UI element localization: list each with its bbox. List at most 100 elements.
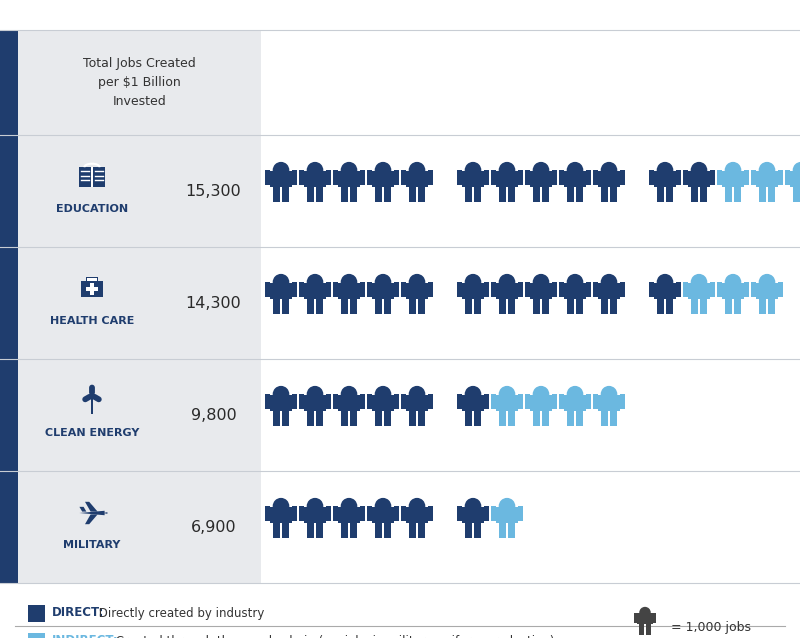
Circle shape	[409, 162, 426, 179]
Circle shape	[465, 274, 482, 290]
Bar	[316, 187, 323, 202]
Circle shape	[306, 274, 323, 290]
Bar	[371, 395, 394, 411]
Bar	[677, 282, 681, 297]
Bar	[270, 395, 293, 411]
Bar	[790, 171, 800, 187]
Bar	[498, 187, 506, 202]
Text: INDIRECT:: INDIRECT:	[52, 635, 118, 638]
Bar	[491, 170, 495, 185]
Bar	[576, 299, 583, 315]
Bar	[93, 167, 105, 187]
Text: EDUCATION: EDUCATION	[56, 204, 128, 214]
Bar	[563, 171, 586, 187]
Bar	[734, 299, 742, 315]
Bar	[406, 283, 429, 299]
Circle shape	[465, 162, 482, 179]
Bar	[374, 411, 382, 426]
Bar	[758, 187, 766, 202]
Bar	[654, 171, 677, 187]
Bar	[533, 411, 540, 426]
Bar	[465, 411, 472, 426]
Bar	[457, 170, 462, 185]
Bar	[563, 395, 586, 411]
Circle shape	[533, 162, 550, 179]
Bar	[525, 394, 530, 409]
Bar	[634, 612, 637, 623]
Bar	[498, 523, 506, 538]
Bar	[498, 411, 506, 426]
Bar	[293, 394, 297, 409]
Bar	[485, 282, 489, 297]
Bar	[86, 287, 98, 291]
Bar	[367, 506, 371, 521]
Bar	[374, 299, 382, 315]
Bar	[341, 299, 348, 315]
Bar	[333, 170, 338, 185]
Bar	[559, 394, 563, 409]
Circle shape	[341, 274, 358, 290]
Bar	[282, 299, 290, 315]
Bar	[649, 282, 654, 297]
Bar	[653, 612, 656, 623]
Bar	[722, 283, 745, 299]
Bar	[690, 187, 698, 202]
Bar	[462, 507, 485, 523]
Circle shape	[566, 274, 583, 290]
Bar	[0, 30, 18, 583]
Circle shape	[409, 498, 426, 514]
Bar	[316, 523, 323, 538]
Bar	[326, 394, 331, 409]
Bar	[361, 506, 365, 521]
Bar	[474, 187, 482, 202]
Bar	[333, 394, 338, 409]
Bar	[677, 170, 681, 185]
Bar	[394, 282, 399, 297]
Circle shape	[341, 162, 358, 179]
Circle shape	[533, 386, 550, 403]
Bar	[586, 282, 591, 297]
Bar	[384, 411, 391, 426]
Bar	[649, 170, 654, 185]
Circle shape	[341, 498, 358, 514]
Bar	[293, 282, 297, 297]
Bar	[341, 523, 348, 538]
Bar	[657, 187, 664, 202]
Bar	[778, 282, 783, 297]
Bar	[273, 187, 280, 202]
Text: Created through the supply chain (ex. jobs in military uniform production): Created through the supply chain (ex. jo…	[112, 635, 554, 638]
Bar	[639, 624, 644, 635]
Bar	[293, 506, 297, 521]
Bar	[745, 282, 749, 297]
Circle shape	[374, 386, 391, 403]
Bar	[533, 187, 540, 202]
Bar	[303, 395, 326, 411]
Bar	[593, 170, 598, 185]
Bar	[350, 187, 358, 202]
Bar	[710, 282, 715, 297]
Bar	[306, 187, 314, 202]
Bar	[785, 170, 790, 185]
Bar	[495, 507, 518, 523]
Circle shape	[273, 162, 290, 179]
Bar	[303, 171, 326, 187]
Bar	[261, 30, 800, 135]
Bar	[273, 411, 280, 426]
Bar	[576, 187, 583, 202]
Bar	[553, 282, 557, 297]
Bar	[282, 523, 290, 538]
Circle shape	[374, 274, 391, 290]
Bar	[751, 170, 755, 185]
Bar	[495, 395, 518, 411]
Bar	[654, 283, 677, 299]
Bar	[566, 299, 574, 315]
Bar	[491, 282, 495, 297]
Bar	[418, 523, 426, 538]
Bar	[717, 282, 722, 297]
Bar	[361, 394, 365, 409]
Bar	[306, 411, 314, 426]
Circle shape	[273, 386, 290, 403]
Text: Directly created by industry: Directly created by industry	[95, 607, 264, 619]
Bar	[508, 187, 515, 202]
Bar	[793, 187, 800, 202]
